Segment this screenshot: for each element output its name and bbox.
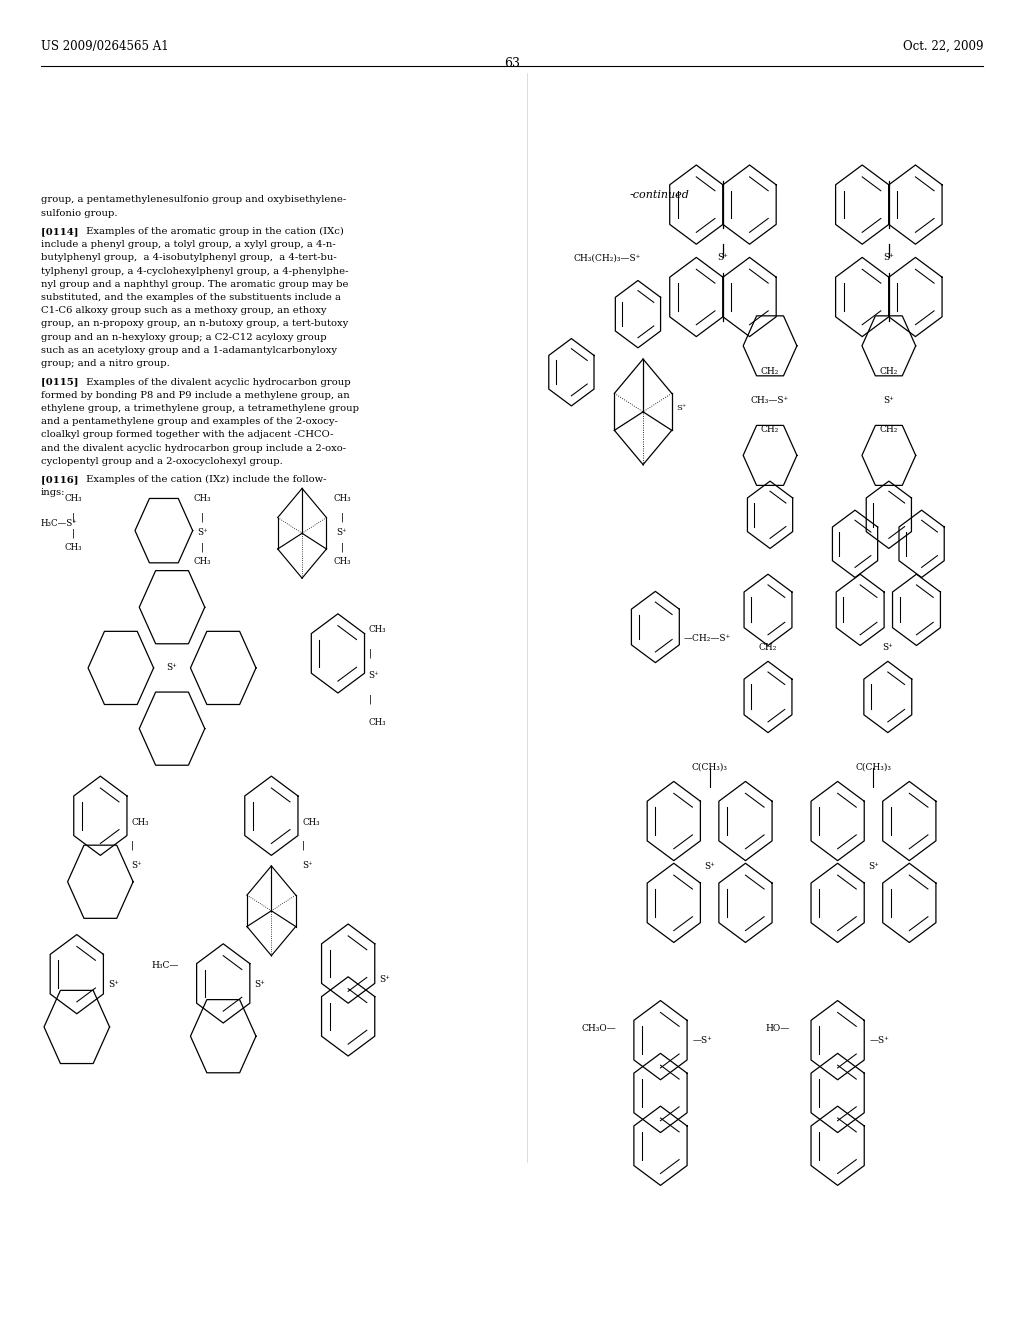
Text: CH₃: CH₃ bbox=[194, 494, 212, 503]
Text: Examples of the aromatic group in the cation (IXc): Examples of the aromatic group in the ca… bbox=[83, 227, 343, 236]
Text: -continued: -continued bbox=[630, 190, 689, 201]
Text: nyl group and a naphthyl group. The aromatic group may be: nyl group and a naphthyl group. The arom… bbox=[41, 280, 348, 289]
Text: CH₂: CH₂ bbox=[880, 425, 898, 434]
Text: CH₂: CH₂ bbox=[761, 367, 779, 376]
Text: CH₂: CH₂ bbox=[880, 367, 898, 376]
Text: and a pentamethylene group and examples of the 2-oxocy-: and a pentamethylene group and examples … bbox=[41, 417, 338, 426]
Text: |: | bbox=[341, 512, 343, 521]
Text: S⁺: S⁺ bbox=[705, 862, 715, 871]
Text: S⁺: S⁺ bbox=[254, 981, 265, 989]
Text: CH₃: CH₃ bbox=[194, 557, 212, 566]
Text: butylphenyl group,  a 4-isobutylphenyl group,  a 4-tert-bu-: butylphenyl group, a 4-isobutylphenyl gr… bbox=[41, 253, 337, 263]
Text: |: | bbox=[131, 840, 134, 850]
Text: S⁺: S⁺ bbox=[884, 253, 894, 263]
Text: S⁺: S⁺ bbox=[302, 862, 312, 870]
Text: CH₂: CH₂ bbox=[759, 643, 777, 652]
Text: S⁺: S⁺ bbox=[868, 862, 879, 871]
Text: CH₃—S⁺: CH₃—S⁺ bbox=[751, 396, 790, 405]
Text: ethylene group, a trimethylene group, a tetramethylene group: ethylene group, a trimethylene group, a … bbox=[41, 404, 359, 413]
Text: formed by bonding P8 and P9 include a methylene group, an: formed by bonding P8 and P9 include a me… bbox=[41, 391, 350, 400]
Text: —CH₂—S⁺: —CH₂—S⁺ bbox=[684, 635, 731, 643]
Text: substituted, and the examples of the substituents include a: substituted, and the examples of the sub… bbox=[41, 293, 341, 302]
Text: S⁺: S⁺ bbox=[337, 528, 347, 537]
Text: group; and a nitro group.: group; and a nitro group. bbox=[41, 359, 170, 368]
Text: S⁺: S⁺ bbox=[167, 664, 177, 672]
Text: |: | bbox=[73, 528, 75, 537]
Text: S⁺: S⁺ bbox=[884, 396, 894, 405]
Text: C1-C6 alkoxy group such as a methoxy group, an ethoxy: C1-C6 alkoxy group such as a methoxy gro… bbox=[41, 306, 327, 315]
Text: |: | bbox=[202, 512, 204, 521]
Text: group, an n-propoxy group, an n-butoxy group, a tert-butoxy: group, an n-propoxy group, an n-butoxy g… bbox=[41, 319, 348, 329]
Text: S⁺: S⁺ bbox=[883, 643, 893, 652]
Text: 63: 63 bbox=[504, 57, 520, 70]
Text: S⁺: S⁺ bbox=[718, 253, 728, 263]
Text: S⁺: S⁺ bbox=[677, 404, 687, 412]
Text: —S⁺: —S⁺ bbox=[692, 1036, 712, 1044]
Text: Examples of the divalent acyclic hydrocarbon group: Examples of the divalent acyclic hydroca… bbox=[83, 378, 350, 387]
Text: S⁺: S⁺ bbox=[369, 672, 379, 680]
Text: and the divalent acyclic hydrocarbon group include a 2-oxo-: and the divalent acyclic hydrocarbon gro… bbox=[41, 444, 346, 453]
Text: group, a pentamethylenesulfonio group and oxybisethylene-: group, a pentamethylenesulfonio group an… bbox=[41, 195, 346, 205]
Text: tylphenyl group, a 4-cyclohexylphenyl group, a 4-phenylphe-: tylphenyl group, a 4-cyclohexylphenyl gr… bbox=[41, 267, 348, 276]
Text: HO—: HO— bbox=[766, 1024, 791, 1034]
Text: cyclopentyl group and a 2-oxocyclohexyl group.: cyclopentyl group and a 2-oxocyclohexyl … bbox=[41, 457, 283, 466]
Text: CH₃: CH₃ bbox=[333, 557, 351, 566]
Text: CH₃: CH₃ bbox=[333, 494, 351, 503]
Text: [0116]: [0116] bbox=[41, 475, 82, 484]
Text: [0115]: [0115] bbox=[41, 378, 82, 387]
Text: Examples of the cation (IXz) include the follow-: Examples of the cation (IXz) include the… bbox=[83, 475, 326, 484]
Text: group and an n-hexyloxy group; a C2-C12 acyloxy group: group and an n-hexyloxy group; a C2-C12 … bbox=[41, 333, 327, 342]
Text: [0114]: [0114] bbox=[41, 227, 82, 236]
Text: H₃C—: H₃C— bbox=[152, 961, 179, 970]
Text: S⁺: S⁺ bbox=[198, 528, 208, 537]
Text: |: | bbox=[341, 543, 343, 552]
Text: CH₃: CH₃ bbox=[65, 494, 83, 503]
Text: CH₃(CH₂)₃—S⁺: CH₃(CH₂)₃—S⁺ bbox=[573, 253, 641, 263]
Text: |: | bbox=[73, 512, 75, 521]
Text: cloalkyl group formed together with the adjacent -CHCO-: cloalkyl group formed together with the … bbox=[41, 430, 334, 440]
Text: CH₂: CH₂ bbox=[761, 425, 779, 434]
Text: C(CH₃)₃: C(CH₃)₃ bbox=[855, 763, 892, 772]
Text: US 2009/0264565 A1: US 2009/0264565 A1 bbox=[41, 40, 169, 53]
Text: CH₃: CH₃ bbox=[302, 818, 319, 826]
Text: CH₃: CH₃ bbox=[131, 818, 148, 826]
Text: CH₃: CH₃ bbox=[369, 718, 386, 726]
Text: |: | bbox=[369, 694, 372, 705]
Text: CH₃: CH₃ bbox=[369, 626, 386, 634]
Text: S⁺: S⁺ bbox=[379, 975, 390, 983]
Text: such as an acetyloxy group and a 1-adamantylcarbonyloxy: such as an acetyloxy group and a 1-adama… bbox=[41, 346, 337, 355]
Text: S⁺: S⁺ bbox=[109, 981, 120, 989]
Text: ings:: ings: bbox=[41, 488, 66, 498]
Text: Oct. 22, 2009: Oct. 22, 2009 bbox=[902, 40, 983, 53]
Text: H₃C—S⁺: H₃C—S⁺ bbox=[41, 519, 78, 528]
Text: |: | bbox=[202, 543, 204, 552]
Text: |: | bbox=[369, 648, 372, 659]
Text: CH₃O—: CH₃O— bbox=[582, 1024, 616, 1034]
Text: include a phenyl group, a tolyl group, a xylyl group, a 4-n-: include a phenyl group, a tolyl group, a… bbox=[41, 240, 336, 249]
Text: sulfonio group.: sulfonio group. bbox=[41, 209, 118, 218]
Text: —S⁺: —S⁺ bbox=[869, 1036, 889, 1044]
Text: |: | bbox=[302, 840, 305, 850]
Text: CH₃: CH₃ bbox=[65, 543, 83, 552]
Text: C(CH₃)₃: C(CH₃)₃ bbox=[691, 763, 728, 772]
Text: S⁺: S⁺ bbox=[131, 862, 141, 870]
